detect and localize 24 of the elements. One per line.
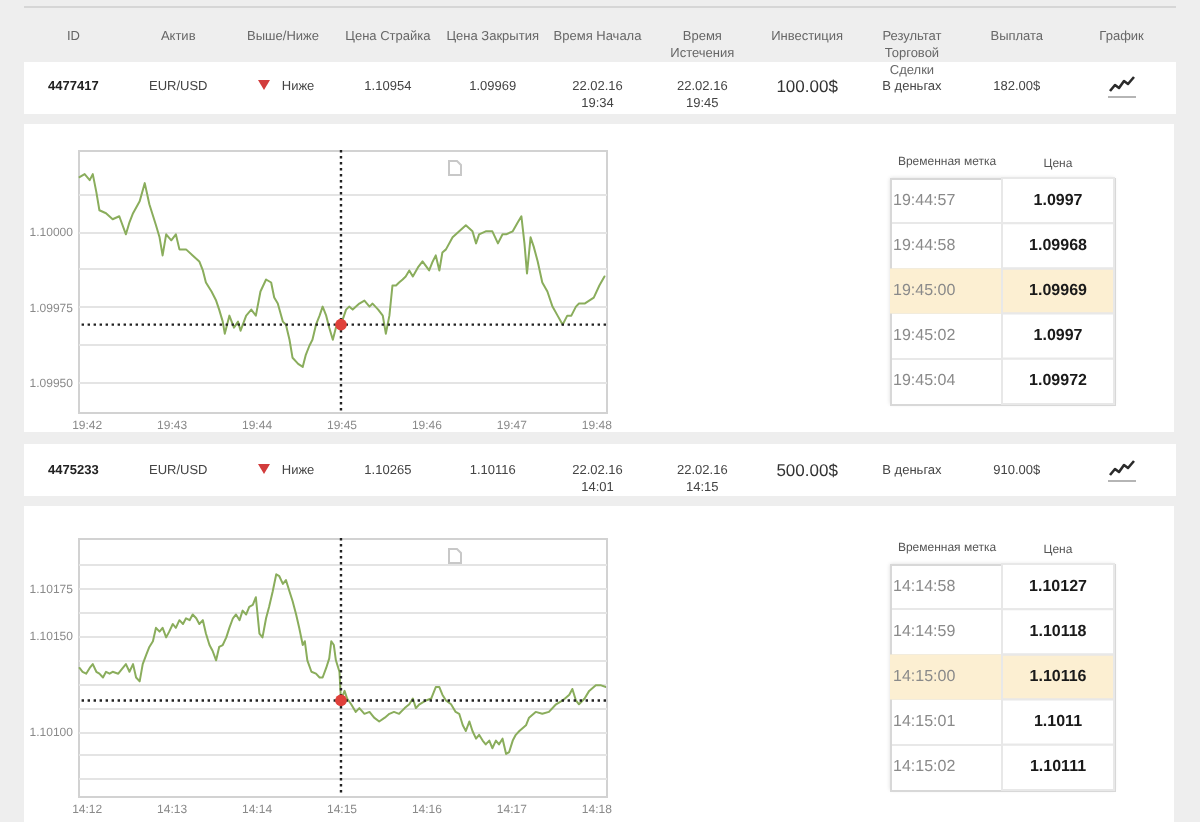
data-label: 1.10127 [1029, 576, 1089, 595]
data-label: 1.09969 [1029, 281, 1089, 299]
data-label: 1.10118 [1029, 621, 1088, 640]
y-tick-label: 19:45:02 [893, 326, 957, 345]
text: 500.00$ [776, 460, 839, 480]
y-tick-label: 14:15:00 [893, 667, 957, 685]
y-tick-label: 14:15:02 [893, 757, 957, 776]
y-tick-label: 19:44:58 [893, 235, 957, 254]
line-series [78, 573, 606, 755]
data-label: 1.09968 [1029, 235, 1089, 254]
data-label: 1.10116 [1029, 667, 1088, 685]
y-tick-label: 14:15:01 [893, 712, 957, 731]
line-series [78, 173, 606, 368]
y-tick-label: 14:14:59 [893, 621, 957, 640]
data-label: 1.09972 [1029, 371, 1089, 390]
y-tick-label: 19:45:00 [893, 281, 957, 299]
y-tick-label: 19:45:04 [893, 371, 957, 390]
data-label: 1.0997 [1033, 190, 1084, 209]
data-label: 1.1011 [1033, 712, 1084, 731]
y-tick-label: 19:44:57 [893, 190, 957, 209]
text: 100.00$ [776, 76, 839, 96]
data-label: 1.0997 [1033, 326, 1084, 345]
y-tick-label: 14:14:58 [893, 576, 957, 595]
data-label: 1.10111 [1029, 757, 1088, 776]
